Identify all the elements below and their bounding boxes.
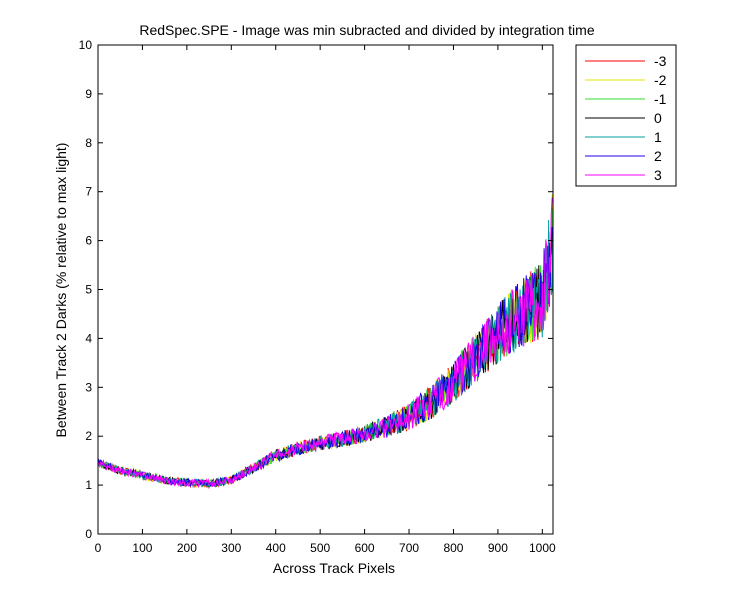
x-tick-label: 700 (399, 541, 419, 555)
legend-box (575, 44, 677, 187)
x-tick-label: 0 (95, 541, 102, 555)
y-tick-label: 8 (85, 136, 92, 150)
series-line-3 (97, 197, 554, 489)
y-tick-label: 0 (85, 527, 92, 541)
y-tick-label: 2 (85, 429, 92, 443)
legend-label-3: 3 (654, 167, 662, 183)
y-tick-label: 1 (85, 478, 92, 492)
x-tick-label: 400 (266, 541, 286, 555)
y-tick-label: 4 (85, 331, 92, 345)
y-tick-label: 5 (85, 283, 92, 297)
legend-label-0: 0 (654, 110, 662, 126)
x-tick-label: 800 (443, 541, 463, 555)
legend-label--1: -1 (654, 91, 667, 107)
legend: -3 -2 -1 0 1 2 3 (575, 44, 677, 187)
y-tick-label: 9 (85, 87, 92, 101)
x-tick-label: 1000 (529, 541, 556, 555)
ticks-layer: 0 100 200 300 400 500 600 700 800 900 1000 0 1 2 3 4 5 6 7… (79, 38, 556, 555)
y-tick-label: 3 (85, 380, 92, 394)
x-tick-label: 300 (221, 541, 241, 555)
y-tick-label: 10 (79, 38, 93, 52)
x-tick-label: 900 (488, 541, 508, 555)
y-tick-label: 7 (85, 185, 92, 199)
legend-label-2: 2 (654, 148, 662, 164)
legend-label--2: -2 (654, 72, 667, 88)
x-tick-label: 100 (132, 541, 152, 555)
y-tick-label: 6 (85, 234, 92, 248)
x-tick-label: 200 (177, 541, 197, 555)
series-layer (97, 193, 554, 490)
legend-label-1: 1 (654, 129, 662, 145)
y-axis-title: Between Track 2 Darks (% relative to max… (53, 143, 69, 438)
chart-title: RedSpec.SPE - Image was min subracted an… (139, 22, 594, 38)
x-tick-label: 500 (310, 541, 330, 555)
legend-label--3: -3 (654, 53, 667, 69)
x-axis-title: Across Track Pixels (273, 560, 395, 576)
x-tick-label: 600 (355, 541, 375, 555)
plot-area (98, 45, 553, 534)
